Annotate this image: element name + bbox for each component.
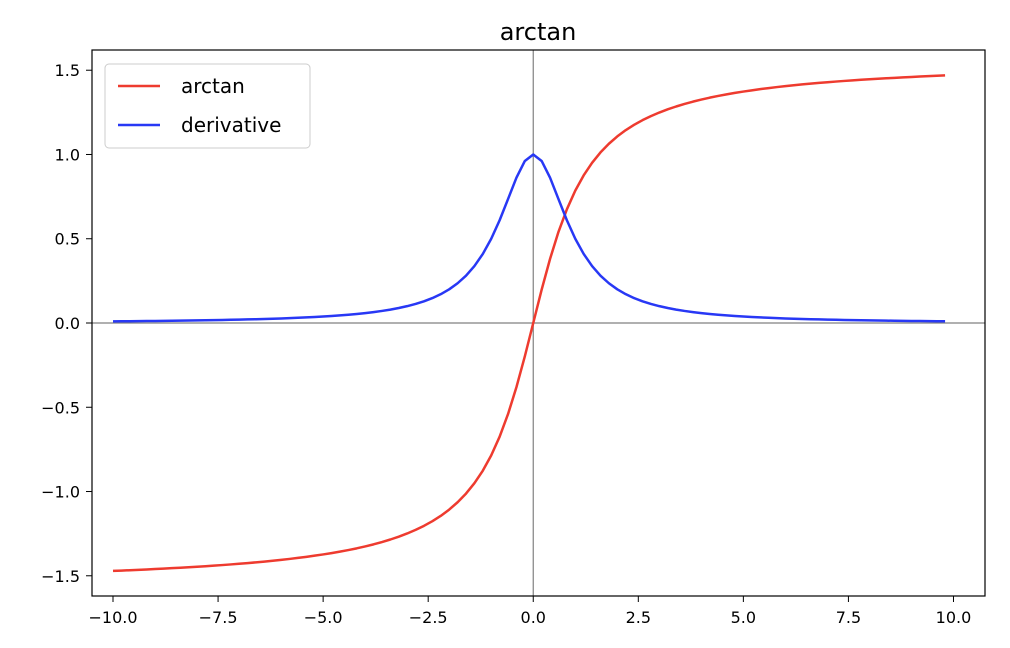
legend: arctan derivative [104,63,311,149]
x-tick-label: −2.5 [409,608,448,627]
x-tick-label: −7.5 [199,608,238,627]
x-tick-label: 7.5 [836,608,861,627]
chart-title: arctan [500,18,577,46]
x-tick-label: 5.0 [731,608,756,627]
y-tick-label: 1.0 [55,145,80,164]
y-tick-label: −0.5 [41,398,80,417]
y-tick-label: 1.5 [55,61,80,80]
x-tick-label: 10.0 [936,608,972,627]
y-tick-label: 0.5 [55,230,80,249]
x-axis: −10.0 −7.5 −5.0 −2.5 0.0 2.5 5.0 7.5 10.0 [88,596,971,627]
y-tick-label: −1.0 [41,483,80,502]
series-line-derivative [112,153,946,323]
y-axis: 1.5 1.0 0.5 0.0 −0.5 −1.0 −1.5 [41,61,92,586]
series-layer [112,74,946,573]
x-tick-label: 0.0 [521,608,546,627]
x-tick-label: −10.0 [88,608,137,627]
x-tick-label: −5.0 [304,608,343,627]
x-tick-label: 2.5 [626,608,651,627]
y-tick-label: −1.5 [41,567,80,586]
legend-label-arctan: arctan [181,74,245,98]
series-line-arctan [112,74,946,573]
y-tick-label: 0.0 [55,314,80,333]
legend-label-derivative: derivative [181,113,281,137]
